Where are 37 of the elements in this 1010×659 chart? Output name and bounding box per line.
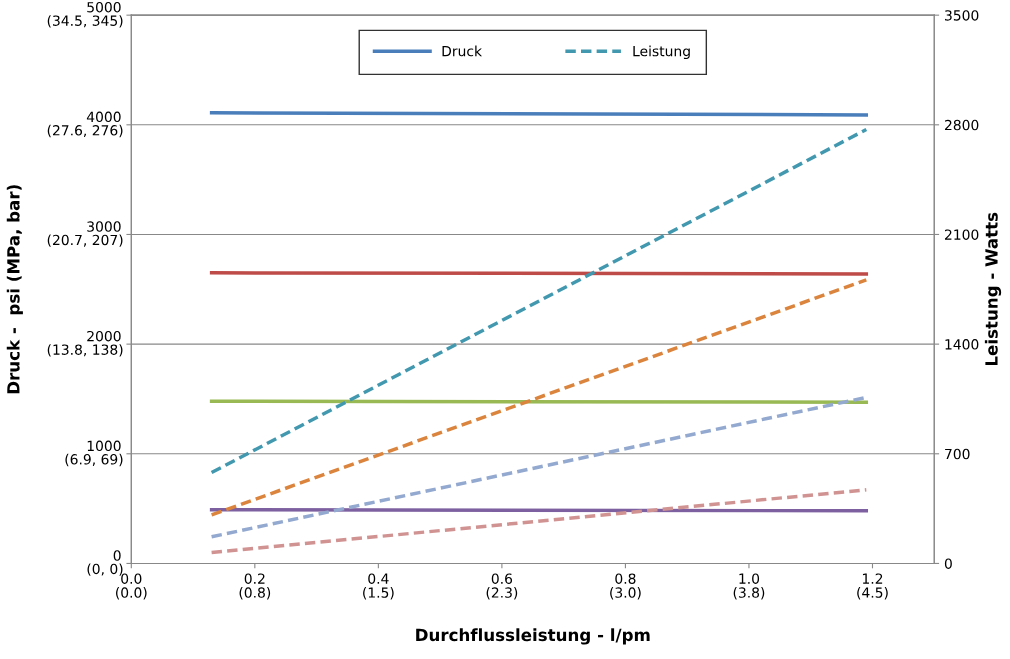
x-tick-label: 0.4 xyxy=(368,573,389,584)
x-tick-label: 1.2 xyxy=(862,573,883,584)
text: (6.9, 69) xyxy=(65,453,123,467)
text: (3.8) xyxy=(733,587,765,600)
y-tick-label: 4000 xyxy=(86,111,121,123)
text: (4.5) xyxy=(857,587,888,600)
y2-tick-label: 2800 xyxy=(944,119,979,131)
y-axis-title: Druck - psi (MPa, bar) xyxy=(6,185,23,394)
y2-tick-label: 0 xyxy=(944,558,952,569)
y-tick-label: 1000 xyxy=(87,440,121,452)
legend-label: Druck xyxy=(442,45,483,57)
y-tick-label: 2000 xyxy=(87,330,121,342)
y2-tick-label: 2100 xyxy=(944,229,979,240)
y2-tick-label: 3500 xyxy=(945,10,979,21)
y-tick-label: 5000 xyxy=(87,1,121,13)
y2-axis-title: Leistung - Watts xyxy=(984,212,1002,366)
text: (0, 0) xyxy=(87,563,123,576)
x-tick-label: 0.0 xyxy=(121,573,142,584)
text: (13.8, 138) xyxy=(47,344,123,357)
text: (34.5, 345) xyxy=(47,15,123,28)
x-tick-label: 0.2 xyxy=(244,573,265,584)
y2-tick-label: 1400 xyxy=(945,339,979,350)
text: (20.7, 207) xyxy=(47,234,123,247)
text: (0.0) xyxy=(116,587,147,600)
text: (27.6, 276) xyxy=(47,124,123,138)
y-tick-label: 0 xyxy=(113,550,121,561)
x-tick-label: 0.8 xyxy=(615,573,636,584)
legend-label: Leistung xyxy=(633,45,690,60)
x-axis-title: Durchflussleistung - l/pm xyxy=(416,628,650,645)
x-tick-label: 0.6 xyxy=(491,573,513,584)
text: (0.8) xyxy=(239,587,271,600)
y2-tick-label: 700 xyxy=(945,448,970,460)
y-tick-label: 3000 xyxy=(87,221,121,232)
text: (3.0) xyxy=(610,587,641,600)
text: (2.3) xyxy=(486,587,518,600)
x-tick-label: 1.0 xyxy=(739,573,760,584)
text: (1.5) xyxy=(363,587,394,600)
